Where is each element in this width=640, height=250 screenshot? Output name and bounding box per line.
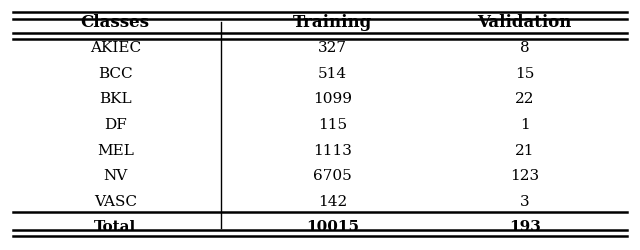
Text: Classes: Classes	[81, 14, 150, 31]
Text: 21: 21	[515, 144, 534, 158]
Text: 327: 327	[318, 41, 348, 55]
Text: 1: 1	[520, 118, 530, 132]
Text: 3: 3	[520, 195, 530, 209]
Text: BKL: BKL	[99, 92, 131, 106]
Text: 1113: 1113	[314, 144, 352, 158]
Text: 6705: 6705	[314, 169, 352, 183]
Text: AKIEC: AKIEC	[90, 41, 141, 55]
Text: NV: NV	[103, 169, 127, 183]
Text: Validation: Validation	[477, 14, 572, 31]
Text: BCC: BCC	[98, 67, 132, 81]
Text: MEL: MEL	[97, 144, 134, 158]
Text: 514: 514	[318, 67, 348, 81]
Text: 15: 15	[515, 67, 534, 81]
Text: 8: 8	[520, 41, 530, 55]
Text: 1099: 1099	[314, 92, 352, 106]
Text: 22: 22	[515, 92, 534, 106]
Text: 142: 142	[318, 195, 348, 209]
Text: 115: 115	[318, 118, 348, 132]
Text: Total: Total	[94, 220, 136, 234]
Text: DF: DF	[104, 118, 127, 132]
Text: VASC: VASC	[93, 195, 137, 209]
Text: 193: 193	[509, 220, 541, 234]
Text: Training: Training	[293, 14, 372, 31]
Text: 10015: 10015	[307, 220, 359, 234]
Text: 123: 123	[510, 169, 540, 183]
